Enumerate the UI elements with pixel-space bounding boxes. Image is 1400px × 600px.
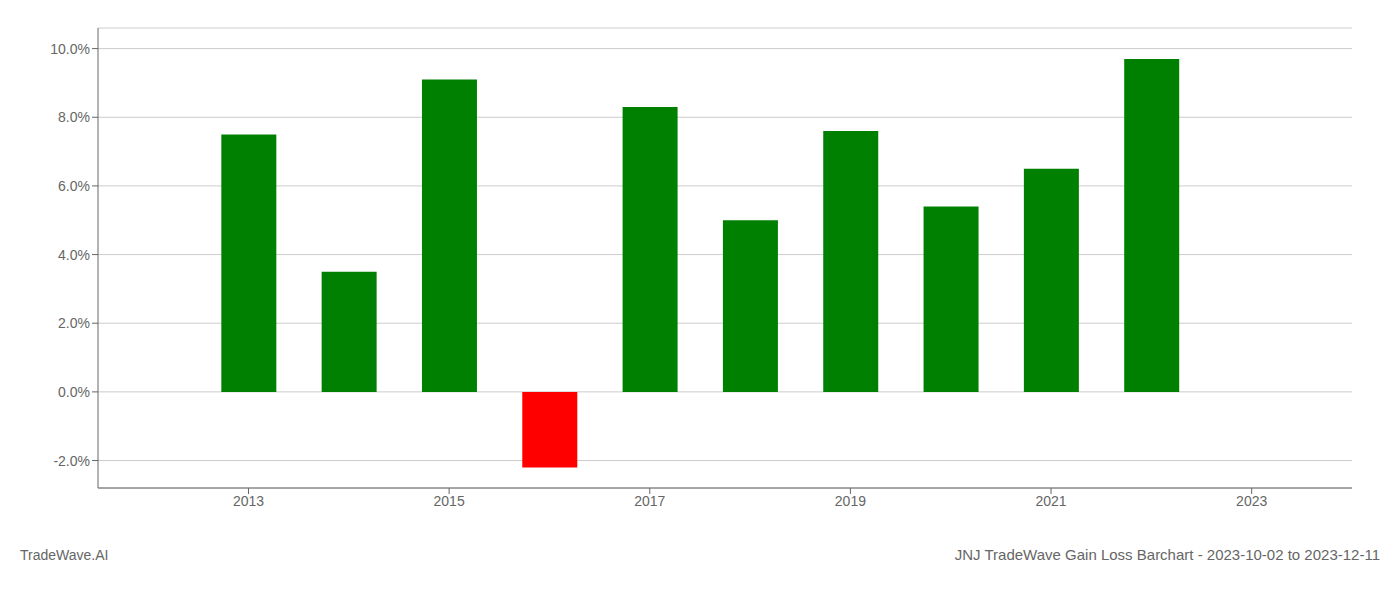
svg-text:-2.0%: -2.0%: [53, 453, 90, 469]
svg-text:2023: 2023: [1236, 493, 1267, 509]
svg-text:2017: 2017: [634, 493, 665, 509]
svg-text:10.0%: 10.0%: [50, 41, 90, 57]
svg-text:0.0%: 0.0%: [58, 384, 90, 400]
svg-text:2.0%: 2.0%: [58, 315, 90, 331]
svg-text:4.0%: 4.0%: [58, 247, 90, 263]
svg-text:6.0%: 6.0%: [58, 178, 90, 194]
svg-text:2019: 2019: [835, 493, 866, 509]
svg-text:2013: 2013: [233, 493, 264, 509]
svg-text:8.0%: 8.0%: [58, 109, 90, 125]
svg-text:2021: 2021: [1035, 493, 1066, 509]
html-text:JNJ TradeWave Gain Loss Barcha: JNJ TradeWave Gain Loss Barchart - 2023-…: [954, 546, 1380, 563]
svg-text:2015: 2015: [434, 493, 465, 509]
html-text:TradeWave.AI: TradeWave.AI: [20, 547, 109, 563]
